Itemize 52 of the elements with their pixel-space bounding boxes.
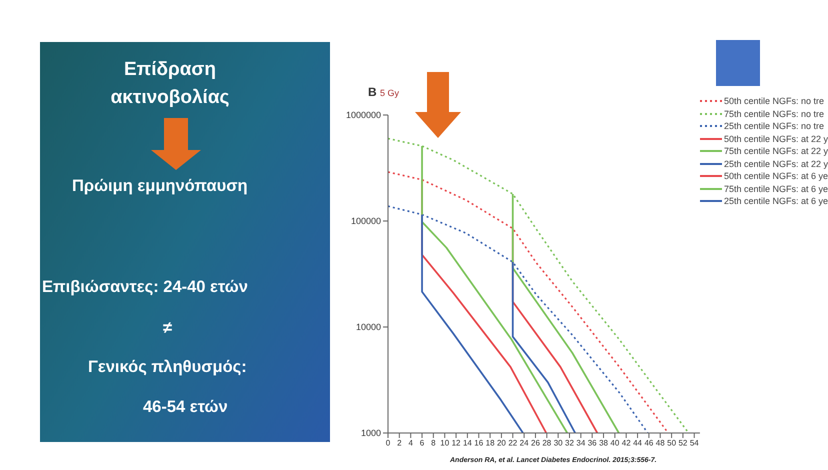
x-tick-label: 18: [486, 438, 496, 448]
chart-title: B: [368, 85, 377, 99]
text: Επίδραση ακτινοβολίας: [110, 58, 230, 110]
x-tick-label: 44: [633, 438, 643, 448]
x-tick-label: 46: [644, 438, 654, 448]
chart-subtitle: 5 Gy: [380, 88, 400, 98]
y-tick-label: 100000: [350, 216, 381, 226]
legend-label: 50th centile NGFs: at 22 y: [724, 132, 828, 145]
x-tick-label: 20: [496, 438, 506, 448]
line-series: [388, 205, 649, 433]
x-tick-label: 2: [397, 438, 402, 448]
legend-label: 25th centile NGFs: at 22 y: [724, 158, 828, 170]
x-tick-label: 6: [420, 438, 425, 448]
line-series: [388, 138, 690, 433]
x-tick-label: 36: [588, 438, 598, 448]
text: ≠: [163, 319, 172, 338]
x-tick-label: 16: [474, 438, 484, 448]
x-tick-label: 52: [678, 438, 688, 448]
x-tick-label: 30: [554, 438, 564, 448]
text: Επιβιώσαντες: 24-40 ετών: [42, 278, 248, 297]
legend-label: 25th centile NGFs: at 6 ye: [724, 195, 828, 208]
x-tick-label: 4: [408, 438, 414, 448]
x-tick-label: 10: [440, 438, 450, 448]
x-tick-label: 38: [599, 438, 609, 448]
x-tick-label: 50: [667, 438, 677, 448]
x-tick-label: 32: [565, 438, 574, 448]
x-tick-label: 48: [656, 438, 666, 448]
x-tick-label: 54: [690, 438, 700, 448]
legend-label: 50th centile NGFs: no tre: [724, 95, 824, 108]
legend-label: 75th centile NGFs: no tre: [724, 108, 824, 120]
x-tick-label: 28: [542, 438, 552, 448]
x-tick-label: 42: [622, 438, 632, 448]
x-tick-label: 24: [520, 438, 530, 448]
line-series: [388, 171, 669, 433]
legend-label: 50th centile NGFs: at 6 ye: [724, 170, 828, 182]
y-tick-label: 1000: [360, 428, 381, 438]
x-tick-label: 8: [431, 438, 436, 448]
x-tick-label: 12: [452, 438, 462, 448]
text: Πρώιμη εμμηνόπαυση: [72, 177, 248, 196]
x-tick-label: 22: [508, 438, 518, 448]
x-tick-label: 34: [576, 438, 586, 448]
legend-label: 75th centile NGFs: at 6 ye: [724, 182, 828, 195]
x-tick-label: 0: [386, 438, 391, 448]
x-tick-label: 40: [610, 438, 620, 448]
y-tick-label: 1000000: [346, 110, 381, 120]
y-tick-label: 10000: [356, 322, 381, 332]
legend-label: 75th centile NGFs: at 22 y: [724, 145, 828, 158]
x-tick-label: 26: [531, 438, 540, 448]
text: Γενικός πληθυσμός:: [88, 358, 247, 377]
legend-label: 25th centile NGFs: no tre: [724, 120, 824, 132]
text: 46-54 ετών: [143, 398, 228, 417]
x-tick-label: 14: [462, 438, 472, 448]
